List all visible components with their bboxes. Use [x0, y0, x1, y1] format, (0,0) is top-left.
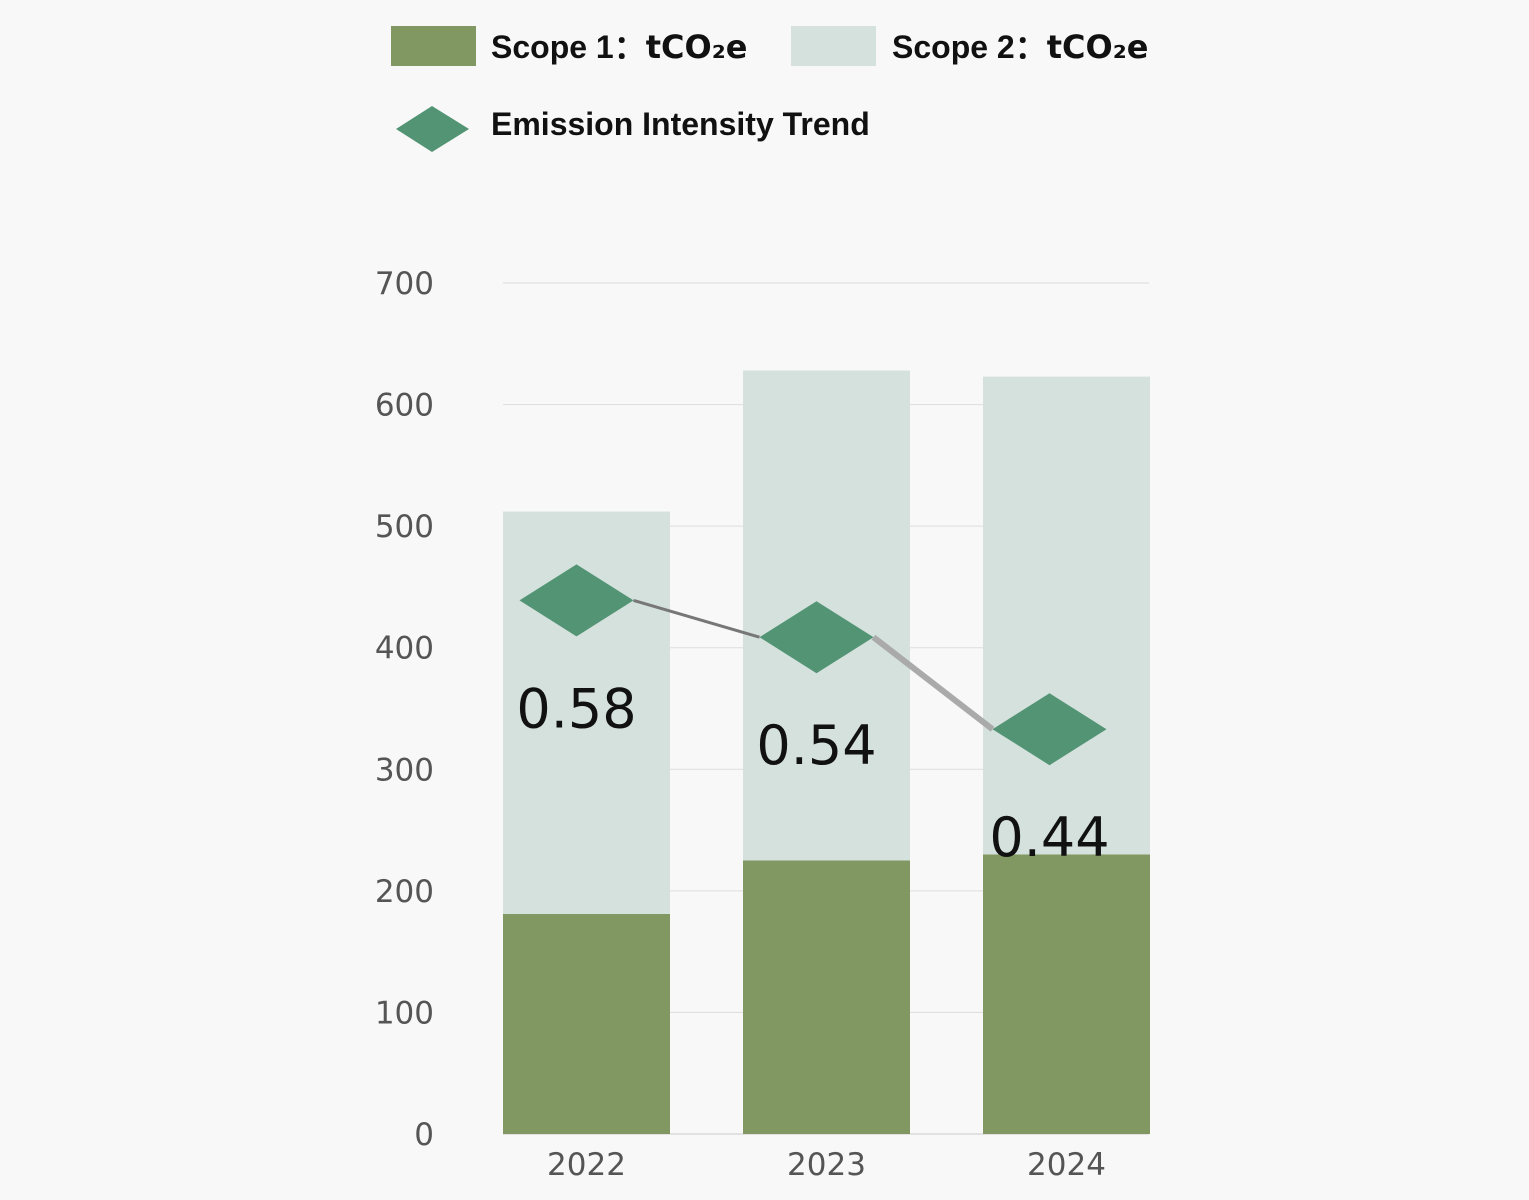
- intensity-line-segment: [633, 598, 760, 639]
- intensity-line-segment: [871, 634, 995, 732]
- legend-label-scope2: Scope 2：tCO₂e: [892, 28, 1148, 66]
- x-tick-label: 2023: [787, 1147, 866, 1183]
- y-tick-label: 500: [375, 509, 434, 545]
- y-tick-label: 200: [375, 874, 434, 910]
- legend-swatch-scope1: [391, 26, 476, 66]
- intensity-data-label: 0.54: [756, 714, 876, 777]
- y-tick-label: 0: [414, 1117, 434, 1153]
- bar-scope1-2023: [743, 860, 910, 1134]
- intensity-marker-diamond: [759, 601, 874, 674]
- intensity-data-label: 0.44: [989, 806, 1109, 869]
- y-tick-label: 300: [375, 752, 434, 788]
- intensity-marker-diamond: [519, 564, 634, 637]
- y-tick-label: 400: [375, 631, 434, 667]
- y-tick-label: 100: [375, 995, 434, 1031]
- x-tick-label: 2022: [547, 1147, 626, 1183]
- intensity-data-label: 0.58: [516, 677, 636, 740]
- intensity-marker-diamond: [992, 693, 1107, 766]
- legend-label-scope1: Scope 1：tCO₂e: [491, 28, 747, 66]
- bar-scope2-2024: [983, 376, 1150, 855]
- y-tick-label: 600: [375, 388, 434, 424]
- bar-scope1-2024: [983, 854, 1150, 1134]
- x-tick-label: 2024: [1027, 1147, 1106, 1183]
- legend-swatch-scope2: [791, 26, 876, 66]
- legend-label-intensity: Emission Intensity Trend: [491, 106, 870, 142]
- y-tick-label: 700: [375, 266, 434, 302]
- bar-scope1-2022: [503, 913, 670, 1134]
- legend-marker-intensity-diamond-icon: [396, 106, 469, 152]
